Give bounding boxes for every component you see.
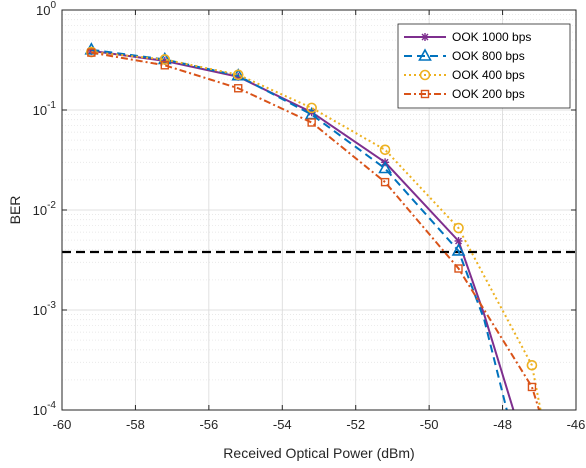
- legend-label: OOK 400 bps: [452, 68, 525, 82]
- data-point: [453, 222, 464, 234]
- data-point: [378, 160, 392, 174]
- legend-label: OOK 1000 bps: [452, 30, 531, 44]
- legend-item: OOK 800 bps: [404, 48, 525, 63]
- series-line: [91, 48, 508, 410]
- data-point: [527, 382, 537, 392]
- y-tick-label: 10-1: [33, 100, 57, 118]
- data-point: [421, 33, 429, 41]
- series-2: [86, 46, 542, 410]
- legend-item: OOK 200 bps: [404, 87, 525, 101]
- data-point: [419, 69, 431, 81]
- x-tick-label: -50: [420, 417, 439, 432]
- x-tick-label: -58: [126, 417, 145, 432]
- data-point: [454, 264, 463, 273]
- legend-item: OOK 1000 bps: [404, 30, 531, 44]
- legend: OOK 1000 bps OOK 800 bps OOK 400 bps OOK 20…: [397, 23, 571, 109]
- data-point: [526, 359, 538, 371]
- y-axis-ticks: 100 10-1 10-2 10-3 10-4: [33, 0, 576, 418]
- y-tick-label: 10-4: [33, 400, 57, 418]
- series-line: [91, 51, 541, 410]
- data-point: [87, 48, 96, 57]
- data-point: [159, 54, 171, 65]
- y-tick-label: 100: [36, 0, 56, 18]
- data-point: [451, 243, 466, 256]
- x-axis-label: Received Optical Power (dBm): [223, 445, 414, 461]
- legend-label: OOK 200 bps: [452, 87, 525, 101]
- data-point: [234, 84, 243, 93]
- data-point: [420, 89, 430, 99]
- y-tick-label: 10-2: [33, 200, 57, 218]
- data-point: [380, 177, 390, 187]
- x-tick-label: -52: [346, 417, 365, 432]
- series-layer: [84, 42, 542, 410]
- data-point: [160, 61, 170, 70]
- x-tick-label: -46: [567, 417, 586, 432]
- x-tick-label: -60: [53, 417, 72, 432]
- data-point: [306, 102, 317, 114]
- legend-label: OOK 800 bps: [452, 49, 525, 63]
- series-line: [91, 51, 542, 410]
- data-point: [418, 48, 432, 61]
- x-axis-ticks: -60 -58 -56 -54 -52 -50 -48 -46: [53, 10, 586, 432]
- data-point: [307, 118, 316, 127]
- y-axis-label: BER: [7, 196, 23, 225]
- x-tick-label: -56: [199, 417, 218, 432]
- x-tick-label: -48: [493, 417, 512, 432]
- x-tick-label: -54: [273, 417, 292, 432]
- data-point: [379, 144, 391, 156]
- data-point: [232, 69, 244, 81]
- series-3: [87, 48, 541, 410]
- y-tick-label: 10-3: [33, 300, 57, 318]
- legend-item: OOK 400 bps: [404, 68, 525, 82]
